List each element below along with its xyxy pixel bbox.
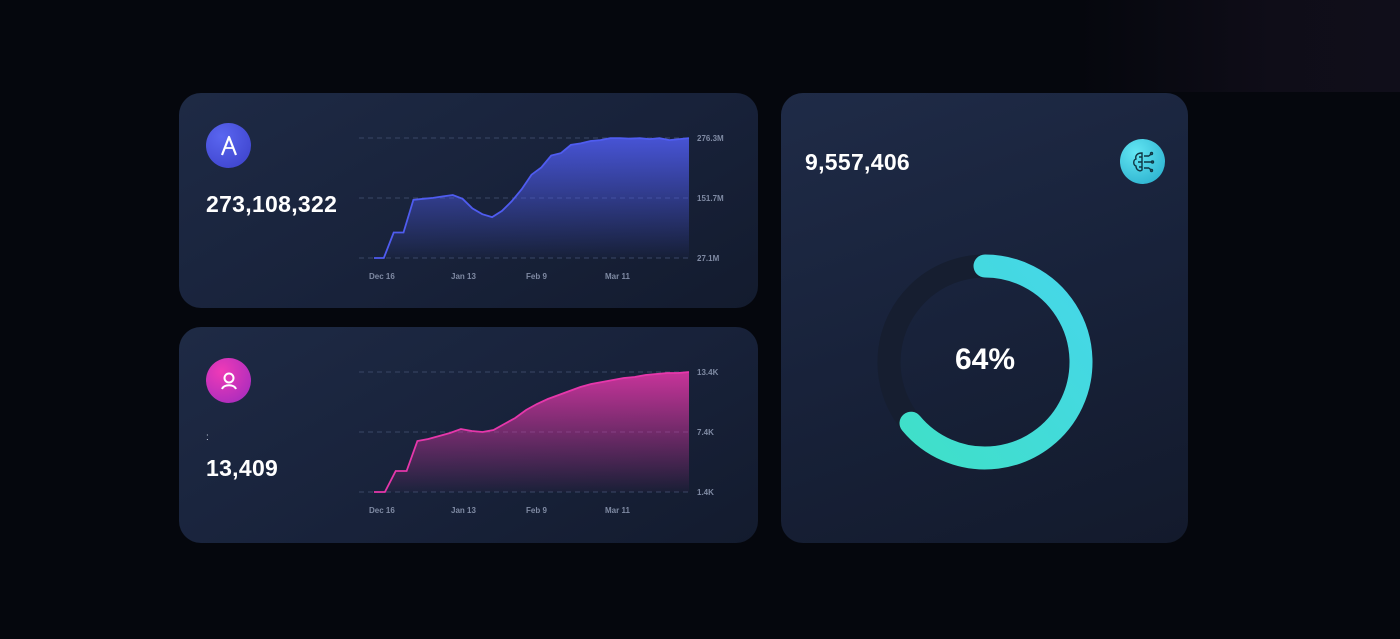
users-card: : 13,409 13.4K 7.4K 1.4K Dec 16 Jan 13 Feb 9 M…	[179, 327, 758, 543]
assets-x-tick: Jan 13	[451, 272, 476, 281]
assets-chart: 276.3M 151.7M 27.1M Dec 16 Jan 13 Feb 9 Mar 11	[359, 134, 724, 281]
users-label: :	[206, 432, 209, 443]
ratio-value: 9,557,406	[805, 149, 911, 175]
users-x-tick: Jan 13	[451, 506, 476, 515]
assets-series-line	[374, 137, 690, 259]
assets-area	[374, 138, 689, 258]
users-chart: 13.4K 7.4K 1.4K Dec 16 Jan 13 Feb 9 Mar 11	[359, 368, 719, 515]
assets-y-tick: 27.1M	[697, 254, 720, 263]
ratio-percent: 64%	[954, 343, 1016, 376]
users-y-tick: 7.4K	[697, 428, 714, 437]
ratio-donut	[877, 254, 1093, 470]
user-icon	[206, 358, 251, 403]
users-y-tick: 13.4K	[697, 368, 719, 377]
users-x-tick: Dec 16	[369, 506, 395, 515]
users-x-tick: Mar 11	[605, 506, 630, 515]
assets-x-tick: Mar 11	[605, 272, 630, 281]
users-series-line	[374, 371, 690, 493]
neural-network-icon	[1120, 139, 1165, 184]
background-glow	[1080, 0, 1400, 92]
assets-value: 273,108,322	[206, 191, 338, 217]
assets-card: 273,108,322 276.3M 151.7M 27.1M Dec 16 Jan 1…	[179, 93, 758, 308]
assets-y-tick: 151.7M	[697, 194, 724, 203]
algorand-a-icon	[206, 123, 251, 168]
donut-progress-arc	[899, 254, 1093, 470]
users-area	[374, 372, 689, 492]
assets-x-tick: Dec 16	[369, 272, 395, 281]
users-y-tick: 1.4K	[697, 488, 714, 497]
assets-x-tick: Feb 9	[526, 272, 547, 281]
ratio-card: 9,557,406 64%	[781, 93, 1188, 543]
assets-y-tick: 276.3M	[697, 134, 724, 143]
users-x-tick: Feb 9	[526, 506, 547, 515]
users-value: 13,409	[206, 455, 279, 481]
